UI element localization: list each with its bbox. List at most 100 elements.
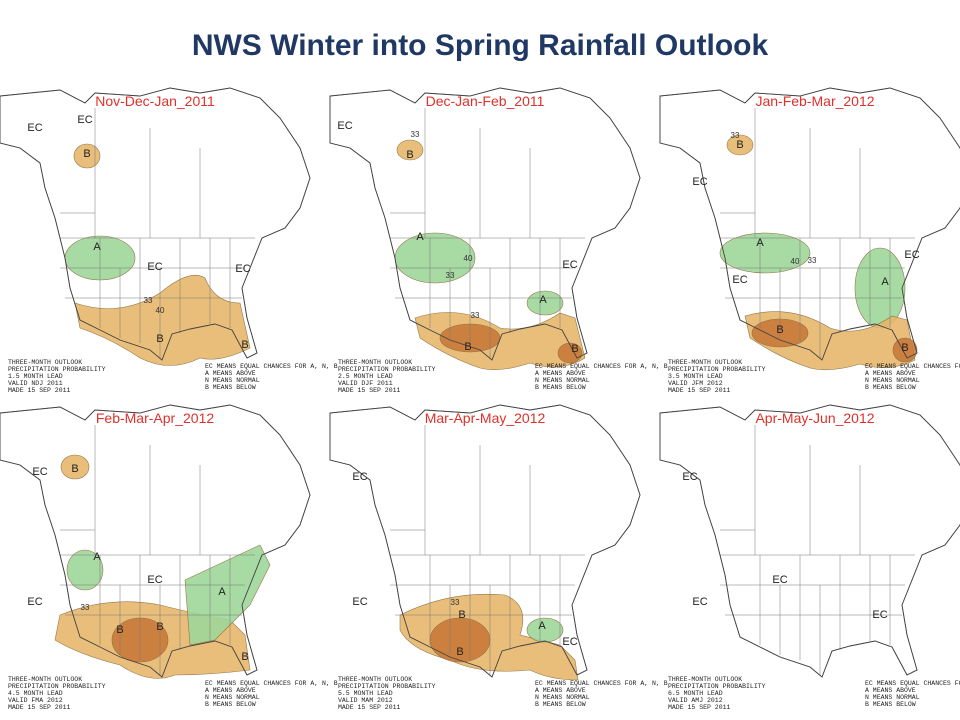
map-label: B [241, 651, 248, 663]
map-label: B [736, 139, 743, 151]
map-label: EC [692, 596, 707, 608]
map-label: EC [772, 574, 787, 586]
outlook-region [557, 342, 583, 364]
key-line: EC MEANS EQUAL CHANCES FOR A, N, B [865, 680, 960, 687]
map-label: EC [27, 596, 42, 608]
map-label: B [83, 148, 90, 160]
outlook-region [526, 617, 564, 643]
key-line: A MEANS ABOVE [205, 687, 256, 694]
key-line: EC MEANS EQUAL CHANCES FOR A, N, B [535, 363, 668, 370]
map-label: 33 [411, 130, 420, 139]
key-line: B MEANS BELOW [535, 384, 586, 391]
key-line: N MEANS NORMAL [865, 694, 920, 701]
legend-line: MADE 15 SEP 2011 [338, 704, 401, 711]
map-label: EC [235, 263, 250, 275]
map-panel: Apr-May-Jun_2012 EC EC EC EC THREE-MONTH OUTL… [659, 404, 960, 711]
outlook-region [73, 143, 101, 169]
map-label: B [156, 333, 163, 345]
map-label: EC [337, 120, 352, 132]
legend-line: 2.5 MONTH LEAD [338, 373, 393, 380]
map-label: A [93, 241, 101, 253]
outlook-region [719, 232, 811, 274]
key-line: B MEANS BELOW [205, 384, 256, 391]
map-label: 33 [81, 603, 90, 612]
map-label: 40 [791, 257, 800, 266]
map-label: 33 [471, 311, 480, 320]
map-label: B [116, 624, 123, 636]
map-label: 33 [144, 296, 153, 305]
borders [720, 425, 915, 675]
legend-line: THREE-MONTH OUTLOOK [8, 359, 82, 366]
legend-line: VALID JFM 2012 [668, 380, 723, 387]
key-line: B MEANS BELOW [535, 701, 586, 708]
key-line: N MEANS NORMAL [205, 694, 260, 701]
legend-line: MADE 15 SEP 2011 [668, 704, 731, 711]
map-label: EC [692, 176, 707, 188]
key-line: EC MEANS EQUAL CHANCES FOR A, N, B [205, 363, 338, 370]
panel-title: Dec-Jan-Feb_2011 [426, 93, 545, 109]
map-label: B [241, 339, 248, 351]
legend-line: THREE-MONTH OUTLOOK [668, 359, 742, 366]
legend-line: THREE-MONTH OUTLOOK [338, 359, 412, 366]
map-label: B [456, 646, 463, 658]
map-panel: Dec-Jan-Feb_2011 EC 33 B A 40 33 EC A 33 B B THREE-M… [329, 87, 668, 394]
outlook-region [60, 454, 90, 480]
key-line: EC MEANS EQUAL CHANCES FOR A, N, B [535, 680, 668, 687]
legend-line: THREE-MONTH OUTLOOK [8, 676, 82, 683]
key-line: A MEANS ABOVE [865, 687, 916, 694]
key-line: N MEANS NORMAL [205, 377, 260, 384]
map-label: EC [352, 596, 367, 608]
legend-line: MADE 15 SEP 2011 [8, 704, 71, 711]
legend-line: 6.5 MONTH LEAD [668, 690, 723, 697]
map-label: B [458, 609, 465, 621]
legend-line: 4.5 MONTH LEAD [8, 690, 63, 697]
coastline [659, 404, 960, 678]
map-label: EC [147, 574, 162, 586]
map-label: 33 [451, 598, 460, 607]
key-line: N MEANS NORMAL [535, 377, 590, 384]
panel-title: Feb-Mar-Apr_2012 [96, 410, 214, 426]
key-line: N MEANS NORMAL [865, 377, 920, 384]
map-label: EC [682, 471, 697, 483]
legend-line: PRECIPITATION PROBABILITY [668, 683, 766, 690]
map-label: EC [732, 274, 747, 286]
map-label: B [71, 463, 78, 475]
coastline [329, 87, 641, 361]
legend-line: VALID FMA 2012 [8, 697, 63, 704]
borders [390, 425, 585, 675]
map-label: 33 [808, 256, 817, 265]
legend-line: 1.5 MONTH LEAD [8, 373, 63, 380]
legend-line: THREE-MONTH OUTLOOK [338, 676, 412, 683]
coastline [329, 404, 641, 678]
map-label: EC [352, 471, 367, 483]
outlook-region [726, 134, 754, 156]
map-label: B [406, 149, 413, 161]
legend-line: PRECIPITATION PROBABILITY [8, 366, 106, 373]
map-label: EC [77, 114, 92, 126]
key-line: EC MEANS EQUAL CHANCES FOR A, N, B [865, 363, 960, 370]
panel-title: Nov-Dec-Jan_2011 [95, 93, 215, 109]
panel-title: Mar-Apr-May_2012 [425, 410, 546, 426]
map-label: 33 [731, 131, 740, 140]
map-label: A [416, 231, 424, 243]
map-label: 33 [446, 271, 455, 280]
legend-line: THREE-MONTH OUTLOOK [668, 676, 742, 683]
map-label: EC [904, 249, 919, 261]
map-label: A [539, 294, 547, 306]
legend-line: VALID NDJ 2011 [8, 380, 63, 387]
key-line: A MEANS ABOVE [535, 370, 586, 377]
outlook-region [184, 544, 271, 646]
map-label: EC [562, 259, 577, 271]
key-line: EC MEANS EQUAL CHANCES FOR A, N, B [205, 680, 338, 687]
borders [390, 108, 585, 358]
legend-line: MADE 15 SEP 2011 [668, 387, 731, 394]
key-line: B MEANS BELOW [865, 701, 916, 708]
map-label: EC [872, 609, 887, 621]
key-line: A MEANS ABOVE [535, 687, 586, 694]
map-label: EC [32, 466, 47, 478]
slide-title: NWS Winter into Spring Rainfall Outlook [192, 29, 769, 62]
map-label: B [464, 341, 471, 353]
legend-line: MADE 15 SEP 2011 [338, 387, 401, 394]
legend-line: MADE 15 SEP 2011 [8, 387, 71, 394]
map-label: A [93, 551, 101, 563]
